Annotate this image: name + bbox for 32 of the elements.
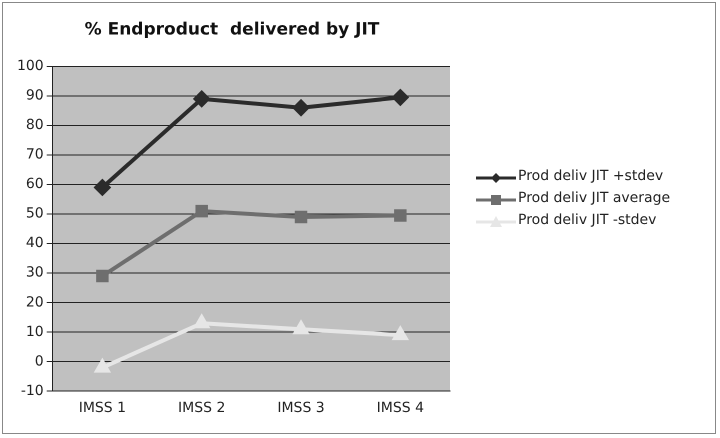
y-tick-label: 50 <box>26 206 44 222</box>
x-tick-label: IMSS 3 <box>277 400 325 416</box>
y-tick-label: 90 <box>26 88 44 104</box>
point <box>394 209 407 222</box>
point <box>95 360 110 373</box>
legend-label: Prod deliv JIT -stdev <box>518 212 656 228</box>
y-tick-label: 0 <box>34 353 44 370</box>
point <box>96 270 109 282</box>
point <box>94 179 110 196</box>
point <box>195 204 208 218</box>
y-tick-label: 20 <box>26 294 44 310</box>
point <box>194 315 209 328</box>
point <box>393 327 408 340</box>
legend-label: Prod deliv JIT average <box>518 190 670 206</box>
y-tick-label: 40 <box>26 235 44 252</box>
y-tick-label: 70 <box>26 146 44 163</box>
y-tick-label: -10 <box>20 382 44 399</box>
y-tick-label: 60 <box>26 176 44 192</box>
y-tick-label: 80 <box>26 117 44 134</box>
chart-title: % Endproduct delivered by JIT <box>84 20 380 40</box>
y-tick-label: 10 <box>26 324 44 340</box>
legend-label: Prod deliv JIT +stdev <box>518 168 664 184</box>
point <box>294 321 308 334</box>
point <box>293 100 310 116</box>
x-tick-label: IMSS 1 <box>78 400 126 416</box>
x-tick-label: IMSS 4 <box>376 400 424 416</box>
point <box>392 89 408 106</box>
y-tick-label: 100 <box>16 58 44 74</box>
y-tick-label: 30 <box>26 264 44 281</box>
point <box>294 210 308 224</box>
x-tick-label: IMSS 2 <box>178 400 226 416</box>
point <box>194 90 210 107</box>
